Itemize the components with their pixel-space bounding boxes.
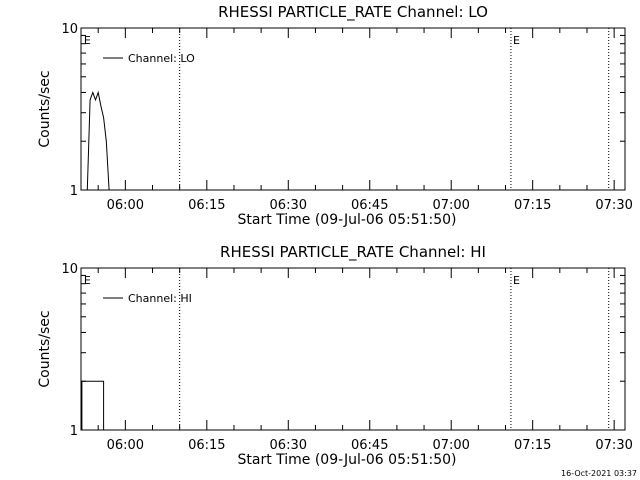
x-tick-label: 07:00 [432,198,469,213]
x-axis-label: Start Time (09-Jul-06 05:51:50) [237,452,456,468]
chart-panel-1: RHESSI PARTICLE_RATE Channel: HI 1 10 Count… [37,243,633,468]
y-axis-label: Counts/sec [37,70,53,147]
y-axis-label: Counts/sec [37,310,53,387]
x-axis-label: Start Time (09-Jul-06 05:51:50) [237,212,456,228]
y-tick-label: 10 [61,262,78,277]
x-tick-label: 07:15 [514,438,551,453]
event-marker-label: E [513,274,520,287]
y-tick-label: 1 [70,184,78,199]
plot-frame [80,267,626,431]
x-tick-label: 06:45 [351,438,388,453]
x-tick-label: 06:45 [351,198,388,213]
x-tick-label: 07:30 [595,438,632,453]
footer-timestamp: 16-Oct-2021 03:37 [561,469,637,478]
series-line [86,90,110,191]
legend-label: Channel: LO [128,52,195,65]
x-tick-label: 06:00 [107,198,144,213]
chart-panel-0: RHESSI PARTICLE_RATE Channel: LO 1 10 Count… [37,3,633,228]
event-marker-label: E [84,34,91,47]
x-tick-label: 07:30 [595,198,632,213]
y-tick-label: 10 [61,22,78,37]
legend-label: Channel: HI [128,292,192,305]
x-tick-label: 07:15 [514,198,551,213]
event-marker-label: E [513,34,520,47]
y-tick-label: 1 [70,424,78,439]
x-tick-label: 06:15 [188,198,225,213]
plot-frame [80,27,626,191]
event-marker-label: E [84,274,91,287]
x-tick-label: 07:00 [432,438,469,453]
x-tick-label: 06:30 [270,198,307,213]
chart-title: RHESSI PARTICLE_RATE Channel: LO [218,3,488,22]
x-tick-label: 06:30 [270,438,307,453]
series-line [81,380,105,430]
x-tick-label: 06:15 [188,438,225,453]
x-tick-label: 06:00 [107,438,144,453]
chart-title: RHESSI PARTICLE_RATE Channel: HI [220,243,486,262]
